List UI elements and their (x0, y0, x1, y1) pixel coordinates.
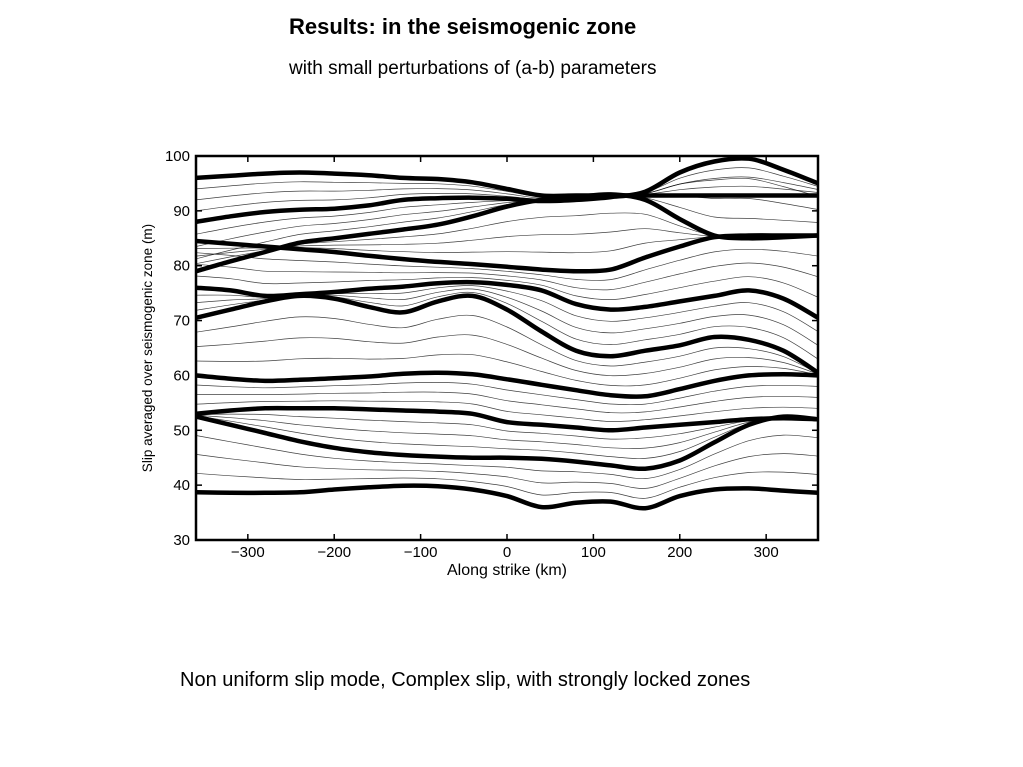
slide-subtitle: with small perturbations of (a-b) parame… (289, 58, 657, 79)
y-tick-label: 40 (173, 477, 190, 494)
coseismic-slip-line (196, 391, 818, 414)
coseismic-slip-line (196, 413, 818, 440)
x-tick-label: −300 (231, 544, 265, 561)
slip-profile-4 (196, 370, 818, 399)
x-tick-label: 100 (581, 544, 606, 561)
plot-area (194, 154, 820, 542)
x-tick-label: −100 (404, 544, 438, 561)
coseismic-slip-line (196, 195, 818, 247)
slip-profile-6 (196, 279, 818, 321)
slip-profile-9 (196, 156, 818, 225)
coseismic-slip-line (196, 434, 818, 480)
coseismic-slip-line (196, 471, 818, 499)
y-tick-label: 100 (165, 148, 190, 165)
coseismic-slip-line (196, 275, 818, 300)
slide-caption: Non uniform slip mode, Complex slip, wit… (180, 669, 751, 691)
coseismic-slip-line (196, 400, 818, 422)
y-tick-label: 70 (173, 313, 190, 330)
coseismic-slip-line (196, 415, 818, 459)
coseismic-slip-line (196, 334, 818, 377)
coseismic-slip-line (196, 414, 818, 449)
coseismic-slip-line (196, 353, 818, 387)
slip-profile-3 (196, 405, 818, 433)
axis-ticks: −300 −200 −100 0 100 200 300 30 40 50 60 70 80 90 100 (165, 148, 818, 561)
x-tick-label: 300 (754, 544, 779, 561)
y-tick-label: 50 (173, 422, 190, 439)
y-axis-label: Slip averaged over seismogenic zone (m) (140, 224, 155, 472)
coseismic-slip-line (196, 262, 818, 291)
y-tick-label: 90 (173, 203, 190, 220)
slip-profile-5 (196, 293, 818, 375)
coseismic-slip-line (196, 248, 818, 281)
x-tick-label: −200 (317, 544, 351, 561)
coseismic-slip-line (196, 382, 818, 406)
series-layer (196, 156, 818, 511)
coseismic-slip-line (196, 181, 818, 198)
coseismic-slip-line (196, 291, 818, 360)
y-tick-label: 60 (173, 367, 190, 384)
y-tick-label: 30 (173, 532, 190, 549)
coseismic-slip-line (196, 176, 818, 201)
slip-profile-2 (196, 414, 818, 472)
slide-title: Results: in the seismogenic zone (289, 14, 637, 39)
x-tick-label: 0 (503, 544, 511, 561)
slip-profile-8 (196, 192, 818, 274)
x-axis-label: Along strike (km) (447, 562, 567, 579)
y-tick-label: 80 (173, 258, 190, 275)
coseismic-slip-line (196, 453, 818, 489)
coseismic-slip-line (196, 167, 818, 212)
slip-profile-1 (196, 483, 818, 511)
slip-profile-7 (196, 233, 818, 274)
slip-profile-10 (196, 170, 818, 199)
x-tick-label: 200 (667, 544, 692, 561)
coseismic-slip-line (196, 314, 818, 374)
